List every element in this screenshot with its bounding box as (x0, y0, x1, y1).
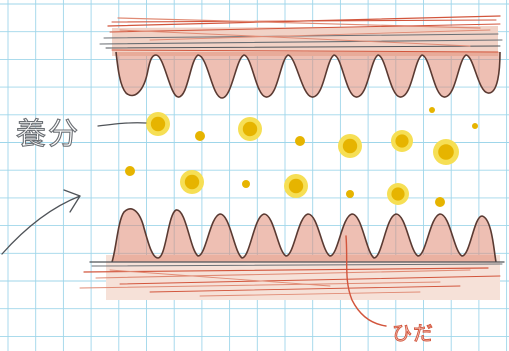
nutrient-dot (295, 136, 305, 146)
nutrient-dot (242, 180, 250, 188)
nutrient-dot (429, 107, 435, 113)
curved-arrow-shaft (1, 195, 81, 255)
nutrient-dot (346, 190, 354, 198)
lower-wall-sketch-lines (79, 261, 505, 297)
nutrient-dot (472, 123, 478, 129)
nutrient-dot (195, 131, 205, 141)
lower-wall-band (106, 255, 500, 300)
upper-wall-band (112, 26, 498, 56)
nutrient-particles (125, 107, 478, 207)
nutrient-dot (391, 187, 405, 201)
nutrient-dot (395, 134, 409, 148)
nutrient-pointer-line (97, 122, 147, 127)
lower-villi-outline (111, 208, 497, 263)
upper-wall-sketch-lines (99, 15, 503, 53)
lower-villi-fill (112, 208, 496, 262)
nutrient-dot (184, 174, 200, 190)
upper-villi-outline (115, 51, 501, 99)
nutrient-dot (150, 116, 166, 132)
curved-arrow (1, 189, 81, 255)
fold-label: ひだ (392, 321, 434, 345)
lower-intestinal-wall (79, 208, 505, 300)
nutrient-dot (125, 166, 135, 176)
nutrient-dot (242, 121, 258, 137)
upper-intestinal-wall (99, 15, 503, 99)
nutrient-dot (288, 178, 304, 194)
curved-arrow-head (63, 189, 81, 213)
fold-pointer-line (345, 235, 387, 327)
nutrient-dot (342, 138, 358, 154)
upper-villi-fill (116, 52, 500, 98)
nutrient-dot (435, 197, 445, 207)
nutrient-label: 養分 (16, 117, 80, 152)
nutrient-dot (438, 144, 454, 160)
